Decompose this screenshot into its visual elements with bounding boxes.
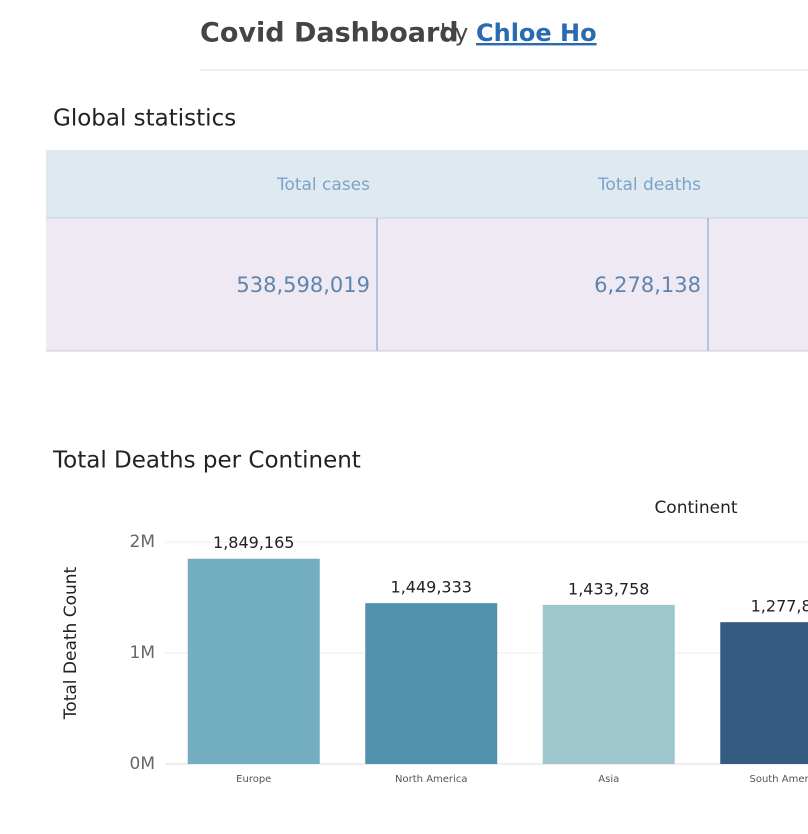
by-text: by — [440, 21, 468, 47]
table-row — [46, 218, 808, 351]
data-label: 1,849,165 — [213, 533, 294, 552]
column-header: Total cases — [276, 175, 370, 195]
chart-title: Total Deaths per Continent — [52, 448, 361, 474]
y-tick-label: 2M — [130, 532, 155, 552]
bar — [187, 558, 320, 764]
column-header: Total deaths — [597, 175, 701, 195]
data-label: 1,277,86 — [751, 597, 808, 616]
section-title: Global statistics — [53, 106, 236, 132]
table-header — [46, 150, 808, 218]
bar — [720, 622, 808, 764]
dashboard-title: Covid Dashboard — [200, 18, 459, 49]
x-tick-label: Europe — [236, 774, 271, 785]
author-link[interactable]: Chloe Ho — [476, 19, 597, 47]
x-tick-label: South America — [750, 774, 808, 785]
bar — [365, 603, 498, 764]
cell: 538,598,019 — [236, 273, 370, 297]
x-tick-label: North America — [395, 774, 467, 785]
y-axis-label: Total Death Count — [61, 566, 81, 720]
y-tick-label: 1M — [130, 643, 155, 663]
x-tick-label: Asia — [598, 774, 619, 785]
column-header: Continent — [654, 498, 737, 518]
bar — [542, 604, 675, 764]
data-label: 1,449,333 — [391, 578, 472, 597]
cell: 6,278,138 — [594, 273, 701, 297]
y-tick-label: 0M — [130, 754, 155, 774]
data-label: 1,433,758 — [568, 579, 649, 598]
